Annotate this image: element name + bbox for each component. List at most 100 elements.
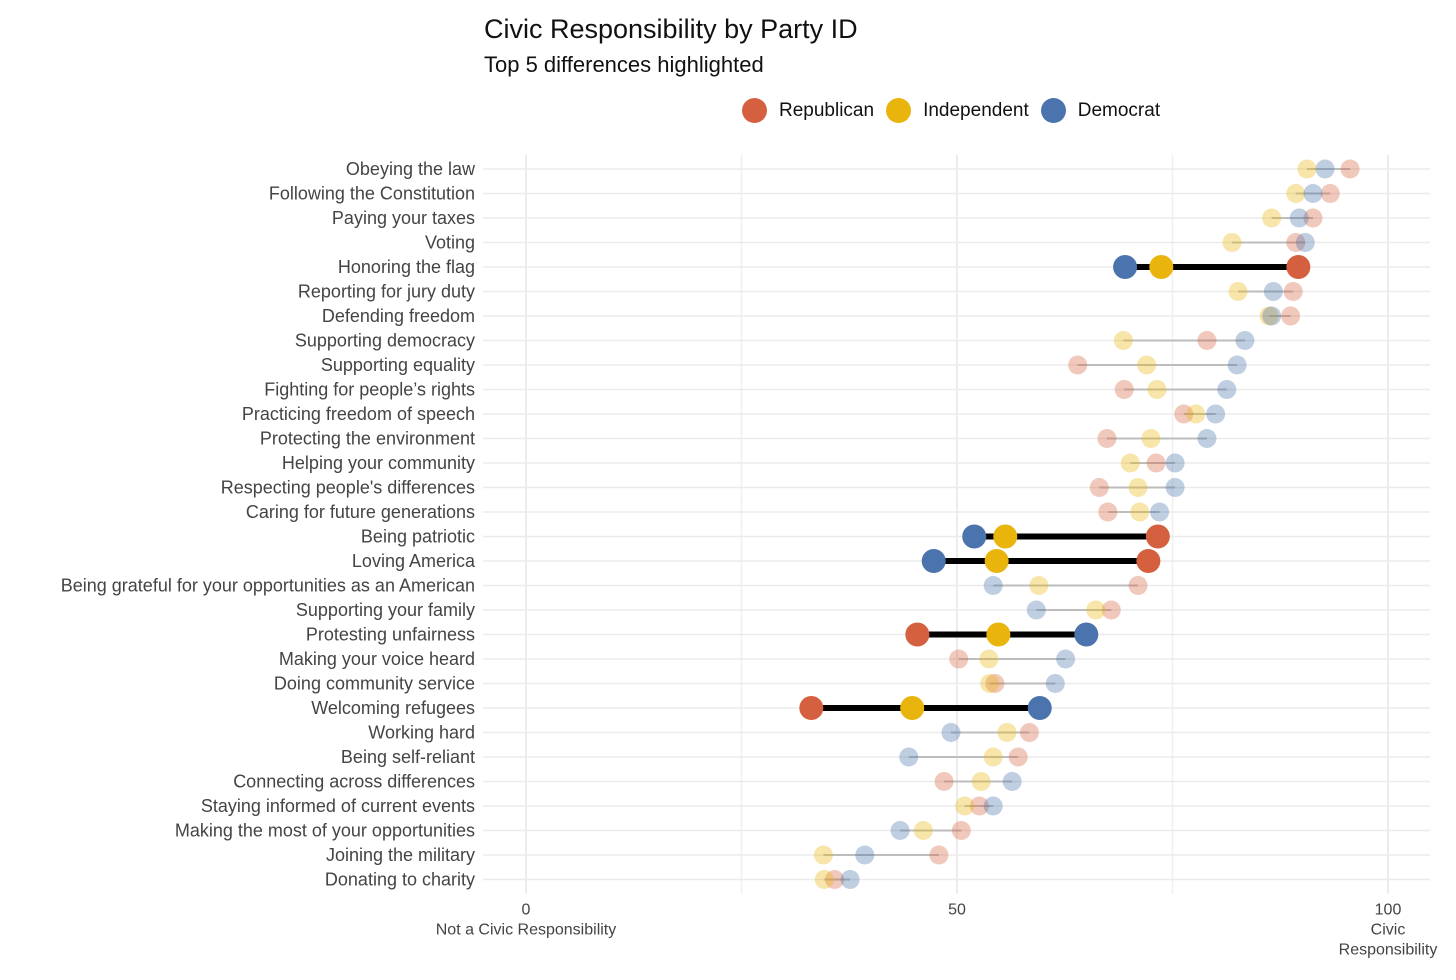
category-row [1114,380,1237,399]
category-label: Protesting unfairness [306,625,475,645]
category-row [1098,502,1170,522]
x-tick-label: 0 [522,902,531,919]
dot-republican [929,845,949,865]
category-row [941,723,1039,742]
category-label: Making the most of your opportunities [175,821,475,841]
dot-independent [997,723,1017,742]
dot-democrat [1002,772,1022,791]
legend-item-democrat: Democrat [1040,98,1161,123]
dot-democrat [1165,478,1185,497]
category-row [905,622,1099,647]
dot-republican [799,696,824,720]
category-label: Voting [425,233,475,253]
dot-democrat [983,576,1003,595]
category-label: Defending freedom [322,306,475,326]
dot-democrat [1074,622,1099,647]
category-label: Supporting democracy [295,331,475,351]
legend-label: Democrat [1077,99,1161,121]
dot-independent [1086,600,1106,620]
dot-democrat [962,524,987,549]
x-tick-label: 50 [948,902,966,919]
dot-republican [1097,429,1117,448]
category-label: Supporting equality [321,355,475,375]
category-row [1262,208,1323,228]
dot-independent [814,870,834,889]
dot-republican [949,649,969,669]
category-row [899,747,1028,767]
legend-label: Independent [923,99,1029,121]
dot-democrat [1217,380,1237,399]
dot-republican [1303,208,1323,228]
category-label: Staying informed of current events [201,796,475,816]
category-row [983,576,1148,595]
category-label: Reporting for jury duty [298,282,475,302]
dot-independent [1149,255,1174,279]
category-label: Fighting for people’s rights [264,380,475,400]
x-tick-sublabel: Civic [1371,922,1406,939]
category-row [1297,159,1360,179]
category-label: Helping your community [282,453,475,473]
dot-democrat [1235,331,1255,350]
dot-republican [1128,576,1148,595]
dot-democrat [1206,404,1226,424]
dot-republican [1340,159,1360,179]
category-label: Practicing freedom of speech [242,404,475,424]
category-row [890,821,971,840]
category-label: Welcoming refugees [311,698,475,718]
dot-independent [1147,380,1167,399]
legend-item-independent: Independent [886,98,1029,123]
dot-democrat [1289,208,1309,228]
dot-republican [934,772,954,791]
dot-independent [1297,159,1317,179]
dot-democrat [1045,674,1065,693]
dot-democrat [1056,649,1076,669]
x-tick-label: 100 [1375,902,1402,919]
dot-democrat [890,821,910,840]
dot-independent [1286,184,1306,203]
legend: Republican Independent Democrat [742,98,1172,123]
category-row [934,772,1022,791]
category-label: Supporting your family [296,600,475,620]
dot-independent [813,845,833,865]
dot-democrat [1303,184,1323,203]
dot-democrat [1295,233,1315,252]
category-row [1089,478,1185,497]
legend-item-republican: Republican [742,98,874,123]
category-label: Being grateful for your opportunities as… [61,576,475,596]
dot-independent [986,622,1011,647]
dot-democrat [1197,429,1217,448]
dot-independent [1141,429,1161,448]
chart-subtitle: Top 5 differences highlighted [484,52,764,77]
category-row [814,870,860,889]
category-label: Donating to charity [325,870,475,890]
dot-independent [1259,306,1279,326]
dot-republican [1146,453,1166,473]
dot-republican [1286,255,1311,279]
dot-republican [1008,747,1028,767]
category-row [1068,355,1247,375]
dot-democrat [921,549,946,573]
category-label: Doing community service [274,674,475,694]
category-label: Paying your taxes [332,208,475,228]
category-label: Caring for future generations [246,502,475,522]
dot-independent [993,524,1018,549]
category-label: Being patriotic [361,527,475,547]
category-label: Being self-reliant [341,747,475,767]
dot-independent [1120,453,1140,473]
category-row [813,845,949,865]
dot-democrat [855,845,875,865]
dot-republican [1019,723,1039,742]
dot-democrat [983,796,1003,816]
dot-independent [971,772,991,791]
dot-republican [825,870,845,889]
dot-republican [1089,478,1109,497]
category-row [1097,429,1217,448]
dot-independent [1186,404,1206,424]
dot-democrat [1026,600,1046,620]
dot-republican [1174,404,1194,424]
dot-democrat [941,723,961,742]
dot-republican [1320,184,1340,203]
dot-democrat [1113,255,1138,279]
dot-republican [1145,524,1170,549]
category-row [1113,331,1255,350]
